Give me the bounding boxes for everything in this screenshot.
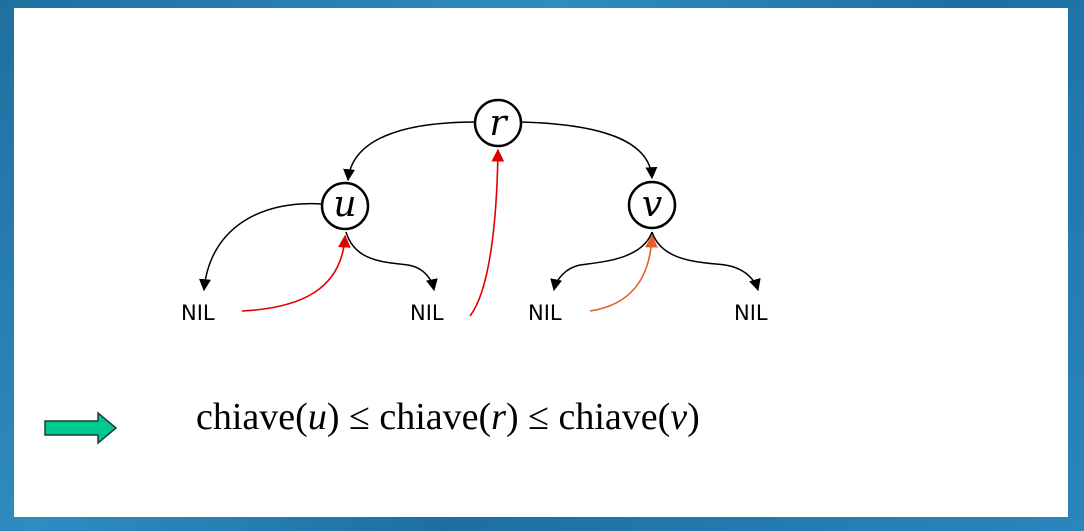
slide-canvas — [14, 8, 1068, 517]
edge-r-to-v — [519, 121, 658, 180]
nil-leaf-4: NIL — [734, 301, 768, 325]
node-r-label: r — [489, 103, 508, 144]
formula-leq-2: ≤ — [518, 396, 559, 438]
edge-u-to-nil-1 — [199, 202, 323, 292]
edge-v-to-nil-4 — [651, 231, 761, 292]
formula: chiave(u) ≤ chiave(r) ≤ chiave(v) — [196, 395, 700, 439]
nil-leaf-1: NIL — [181, 301, 215, 325]
node-u: u — [320, 181, 370, 231]
thread-nil-1-to-u — [241, 234, 351, 312]
edge-v-to-nil-3 — [550, 231, 653, 292]
formula-close-2: ) — [505, 396, 519, 438]
formula-close-3: ) — [687, 396, 700, 438]
formula-func-1: chiave( — [196, 396, 308, 438]
node-v-label: v — [642, 184, 662, 225]
nil-leaf-2: NIL — [410, 301, 444, 325]
formula-var-r: r — [491, 396, 506, 438]
node-u-label: u — [333, 184, 356, 225]
formula-func-3: chiave( — [558, 396, 671, 438]
formula-close-1: ) — [326, 396, 340, 438]
right-arrow-icon — [44, 411, 118, 445]
formula-func-2: chiave( — [379, 396, 492, 438]
formula-leq-1: ≤ — [339, 396, 380, 438]
node-r: r — [473, 98, 523, 148]
edge-u-to-nil-2 — [345, 231, 438, 292]
formula-var-u: u — [307, 396, 327, 438]
edge-r-to-u — [343, 121, 477, 182]
nil-leaf-3: NIL — [528, 301, 562, 325]
formula-var-v: v — [670, 396, 688, 438]
node-v: v — [627, 180, 677, 230]
thread-nil-3-to-v — [589, 234, 658, 312]
thread-nil-2-to-r — [469, 148, 505, 317]
